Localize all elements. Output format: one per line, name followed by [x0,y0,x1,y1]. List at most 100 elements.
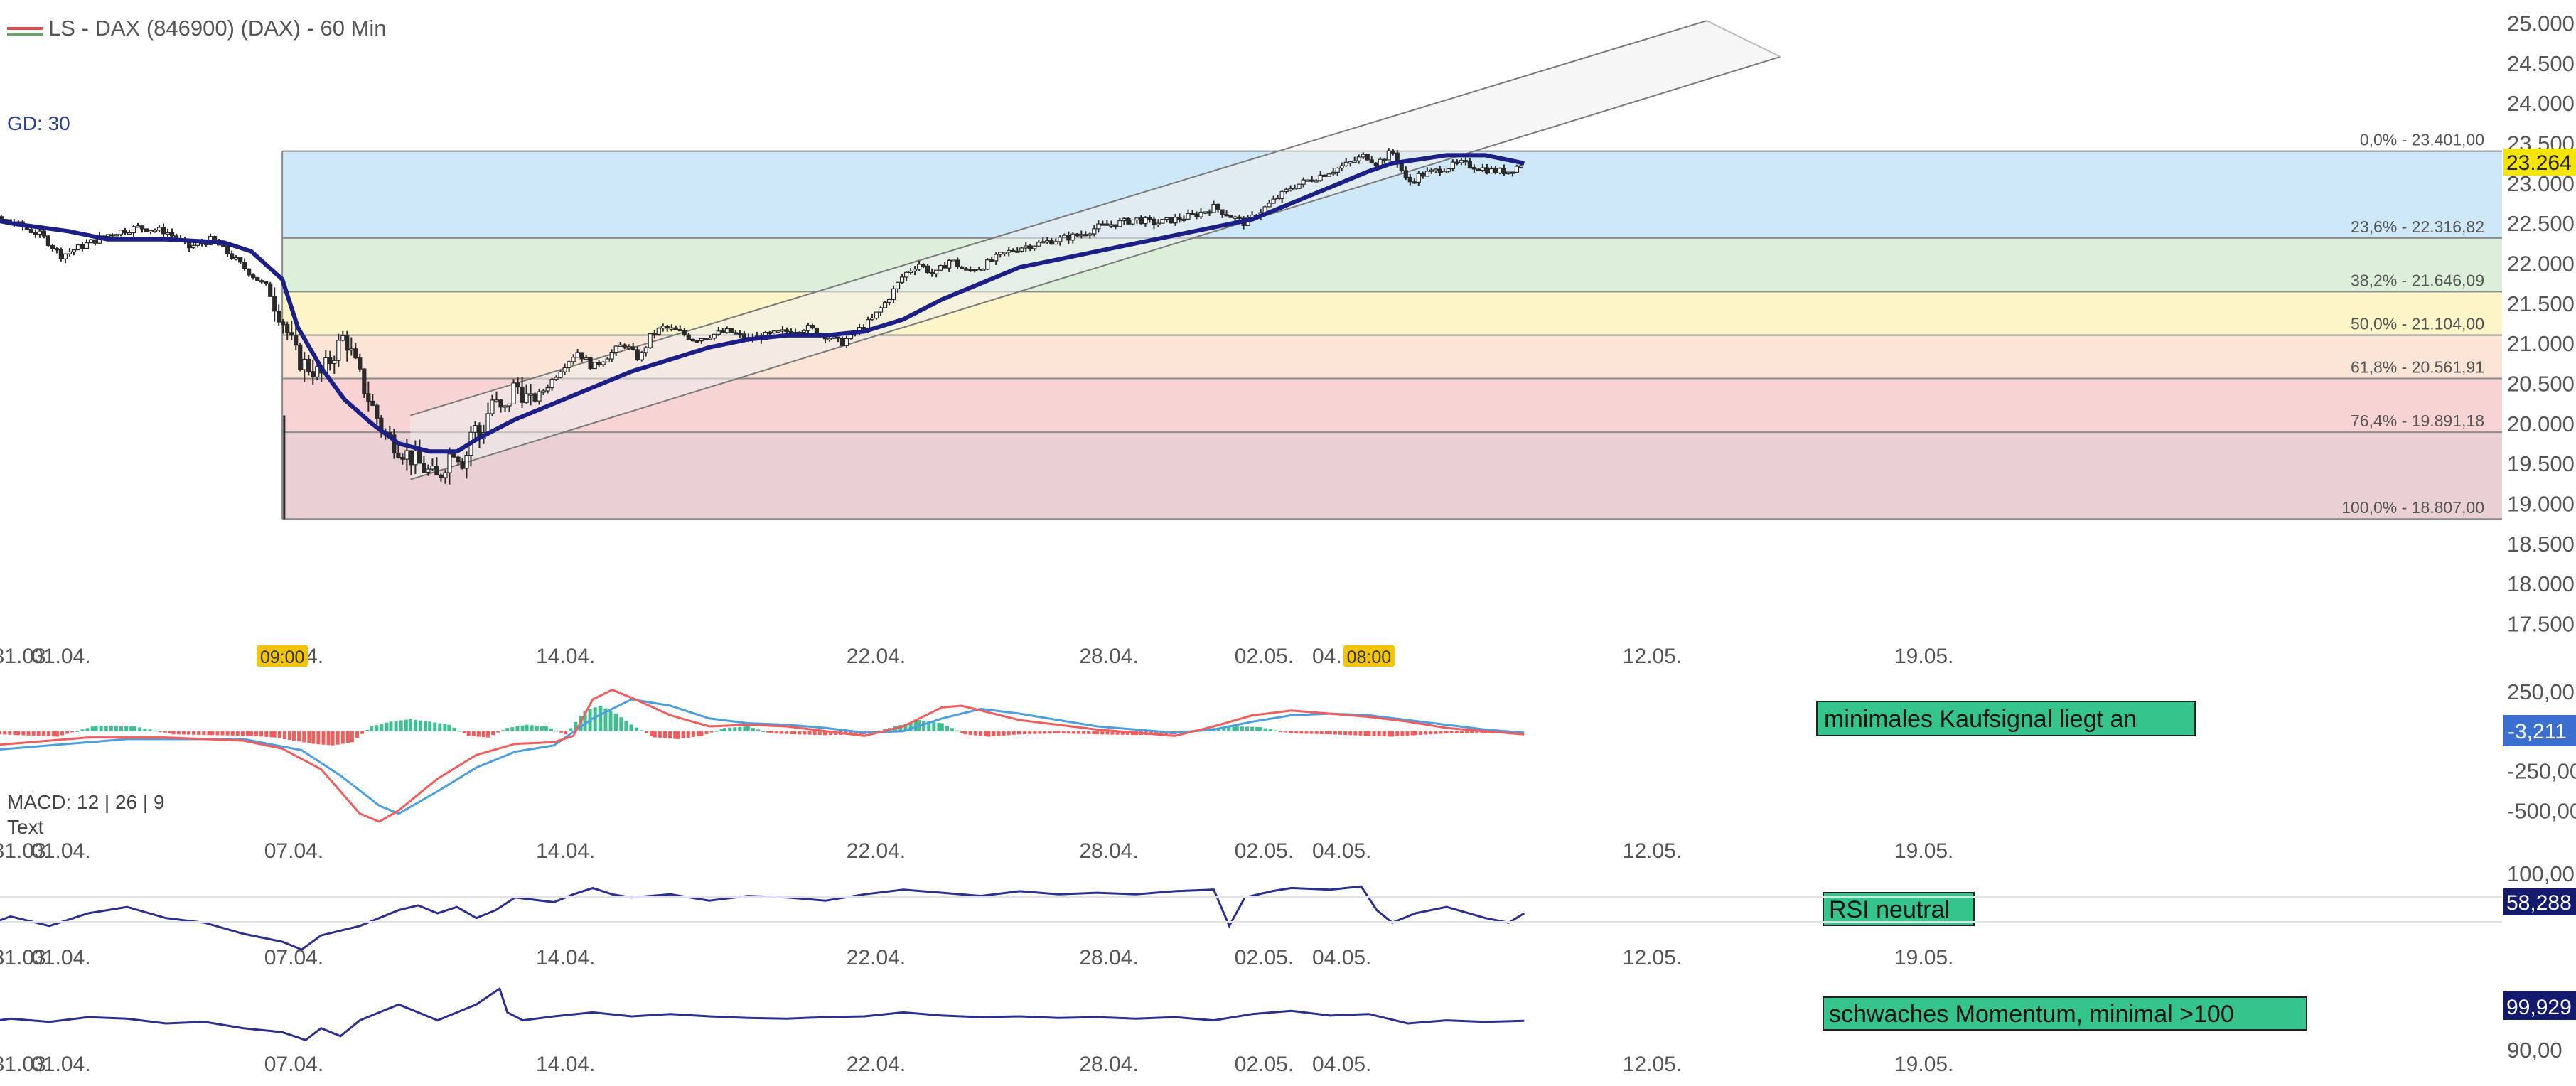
candle-body-34 [75,244,81,251]
macd-hist-bar [114,726,118,731]
candle-body-134 [503,405,508,408]
macd-hist-bar [1007,731,1011,736]
macd-hist-bar [1154,731,1159,735]
candle-body-71 [234,257,239,260]
candle-body-229 [908,270,913,274]
macd-signal-box[interactable]: minimales Kaufsignal liegt an [1816,701,2196,736]
candle-body-35 [80,244,85,249]
candle-body-271 [1088,233,1093,236]
candle-body-344 [1399,163,1404,171]
candle-body-113 [413,450,418,466]
candle-body-220 [869,317,875,321]
price-tick-2: 24.000 [2507,91,2575,116]
candle-body-228 [903,272,909,278]
macd-hist-bar [540,726,544,731]
candle-body-94 [332,360,337,365]
macd-hist-bar [80,729,85,731]
candle-body-124 [460,461,465,469]
macd-hist-bar [316,731,321,745]
candle-body-247 [985,259,990,270]
macd-signal-line [0,698,1525,815]
macd-hist-bar [143,728,147,731]
macd-hist-bar [1395,731,1400,737]
macd-hist-bar [1053,731,1057,734]
macd-hist-bar [370,726,374,731]
macd-hist-bar [389,721,393,731]
macd-hist-bar [272,731,277,738]
rsi-line [0,885,1525,951]
x-tick-2-9: 19.05. [1894,946,1953,969]
macd-hist-bar [302,731,306,743]
candle-body-317 [1284,188,1289,193]
macd-hist-bar [1367,731,1371,736]
candle-body-164 [630,346,635,350]
macd-hist-bar [153,730,157,732]
fibonacci-retracement[interactable] [281,150,2502,520]
rsi-signal-box[interactable]: RSI neutral [1823,892,1975,926]
rsi-current-badge: 58,288 [2503,888,2576,915]
candle-body-276 [1109,224,1114,227]
macd-hist-bar [743,726,747,731]
macd-hist-bar [360,731,365,734]
candle-body-31 [63,253,68,259]
candle-body-157 [601,361,606,365]
macd-hist-bar [269,731,274,738]
macd-hist-bar [1056,731,1061,734]
candle-body-151 [575,352,580,358]
macd-hist-bar [1002,731,1006,736]
candle-body-326 [1322,174,1327,177]
macd-hist-bar [457,730,461,732]
x-tick-1-8: 12.05. [1623,839,1682,863]
candle-body-232 [921,264,926,267]
macd-hist-bar [287,731,291,741]
macd-hist-bar [817,731,822,736]
macd-hist-bar [345,731,350,743]
macd-hist-bar [1410,731,1415,736]
macd-hist-bar [940,723,944,731]
candle-body-204 [801,330,807,333]
candle-body-333 [1352,160,1357,163]
current-price-value: 23.264 [2506,151,2572,175]
candle-body-250 [998,252,1003,255]
candle-body-143 [541,390,546,393]
macd-hist-bar [691,731,695,737]
candle-body-29 [54,248,59,251]
macd-hist-bar [129,726,134,731]
macd-hist-bar [704,731,709,734]
candle-body-37 [88,239,94,244]
macd-hist-bar [510,727,515,731]
macd-hist-bar [960,731,965,733]
macd-hist-bar [36,731,41,736]
macd-hist-bar [789,731,793,735]
candle-body-293 [1181,218,1186,221]
candle-body-322 [1305,179,1310,182]
macd-hist-bar [1278,731,1282,733]
macd-hist-bar [1087,731,1091,734]
macd-hist-bar [774,731,778,734]
candle-body-298 [1203,211,1208,214]
rsi-axis: 100,00 [0,861,2575,923]
candle-body-289 [1164,217,1169,220]
macd-label: MACD: 12 | 26 | 9 [7,791,165,813]
price-tick-9: 20.500 [2507,371,2575,396]
candle-body-154 [588,357,593,370]
macd-hist-bar [686,731,690,738]
macd-hist-bar [254,731,259,736]
momentum-signal-box[interactable]: schwaches Momentum, minimal >100 [1823,996,2307,1031]
candle-body-264 [1058,237,1063,242]
price-tick-11: 19.500 [2507,451,2575,476]
macd-hist-bar [983,731,987,737]
candle-body-182 [707,338,712,340]
candle-body-199 [780,329,785,332]
macd-hist-bar [1377,731,1381,736]
candle-body-214 [844,338,849,346]
x-tick-2-3: 14.04. [536,946,595,969]
macd-hist-bar [733,727,737,731]
price-tick-14: 18.000 [2507,571,2575,596]
chart-title-group[interactable]: LS - DAX (846900) (DAX) - 60 Min [7,16,387,41]
candle-body-350 [1424,171,1429,177]
macd-hist-bar [1284,731,1288,733]
candle-body-248 [989,259,994,262]
candle-body-161 [618,344,623,347]
